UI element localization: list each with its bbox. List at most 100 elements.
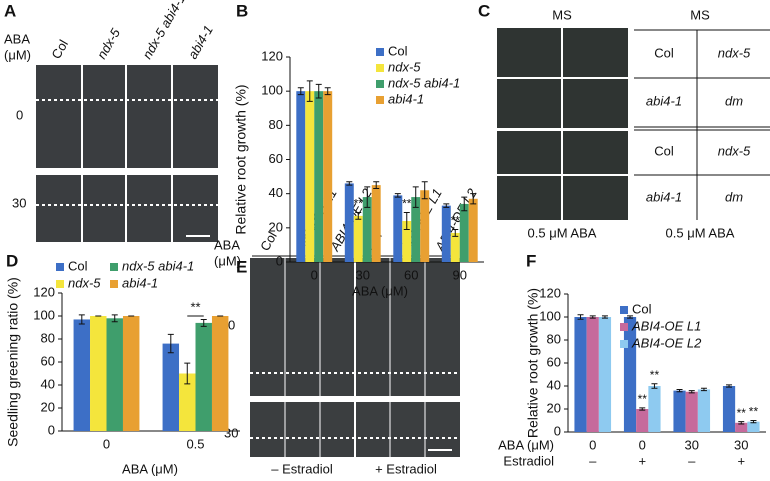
error-bar [111,314,118,323]
bar [179,373,196,431]
y-tick-label: 20 [269,219,283,234]
significance: ** [402,197,412,211]
y-tick-label: 40 [547,377,561,392]
error-bar [738,421,745,425]
bar [420,190,430,262]
table-cell: ndx-5 [718,143,751,158]
bar [586,317,599,432]
y-tick-label: 40 [41,376,55,391]
bar [296,91,306,263]
table-cell: Col [654,45,674,60]
error-bar [315,83,322,99]
y-tick-label: 100 [261,83,283,98]
bar [685,391,698,432]
error-bar [364,186,371,208]
legend-label: Col [632,301,652,316]
legend-label: ABI4-OE L2 [631,335,702,350]
y-tick-label: 20 [41,399,55,414]
legend-label: ndx-5 abi4-1 [122,258,194,273]
legend-swatch [620,323,628,331]
photo-a [36,65,218,242]
y-tick-label: 120 [33,284,55,299]
error-bar [461,196,468,212]
row-label: (μM) [214,253,241,268]
photo-footer: 0.5 μM ABA [528,225,597,240]
error-bar [167,333,174,354]
error-bar [443,203,450,208]
y-axis-label: Relative root growth (%) [525,288,541,438]
error-bar [324,87,331,96]
x-tick-label: 30 [685,437,699,452]
x-tick-label: – [688,453,696,468]
x-tick-label: 60 [404,267,418,282]
error-bar [200,318,207,327]
bar [393,195,403,262]
panel-label: E [236,257,247,276]
y-tick-label: 100 [539,308,561,323]
bar [747,421,760,432]
legend-label: abi4-1 [122,275,158,290]
row-label: ABA [4,31,30,46]
footer: – Estradiol [271,461,333,476]
significance: ** [451,214,461,228]
error-bar [688,390,695,394]
bar [722,386,736,432]
error-bar [676,388,683,393]
bar [162,343,180,431]
error-bar [601,315,608,319]
significance: ** [737,406,747,420]
row-label: 30 [12,195,26,210]
x-tick-label: + [737,453,745,468]
x-tick-label: 90 [453,267,467,282]
error-bar [403,211,410,231]
legend-label: ndx-5 abi4-1 [388,75,460,90]
table-cell: dm [725,189,743,204]
table-cell: abi4-1 [646,93,682,108]
y-tick-label: 120 [539,285,561,300]
y-tick-label: 100 [33,307,55,322]
y-tick-label: 20 [547,400,561,415]
legend-label: ABI4-OE L1 [631,318,701,333]
legend-label: ndx-5 [388,59,421,74]
y-tick-label: 60 [547,354,561,369]
bar [459,203,469,262]
error-bar [297,87,304,96]
significance: ** [638,392,648,406]
row-label: ABA [214,237,240,252]
significance: ** [190,299,200,314]
legend-swatch [376,48,384,56]
legend-label: Col [68,258,88,273]
legend-label: ndx-5 [68,275,101,290]
bar [211,316,229,431]
table-cell: ndx-5 [718,45,751,60]
legend-label: abi4-1 [388,91,424,106]
bar [362,197,372,262]
error-bar [470,193,477,205]
x-tick-label: 30 [734,437,748,452]
photo-c [497,28,770,220]
legend-swatch [376,64,384,72]
bar [371,185,381,262]
error-bar [373,181,380,190]
row-label: 0 [16,107,23,122]
x-axis-label: ABA (μM) [352,283,408,298]
legend-swatch [110,263,118,271]
y-tick-label: 60 [41,353,55,368]
x-tick-label: 0 [103,436,110,451]
error-bar [452,229,459,237]
bar [697,389,711,432]
column-header: abi4-1 [185,23,216,62]
table-cell: dm [725,93,743,108]
error-bar [355,211,362,220]
panel-label: B [236,1,248,20]
photo-header: MS [552,7,572,22]
error-bar [651,383,658,389]
x-tick-label: 30 [356,267,370,282]
y-tick-label: 0 [276,253,283,268]
legend-swatch [56,280,64,288]
error-bar [412,186,419,208]
bar [106,318,123,431]
bar [344,183,354,262]
table-cell: Col [654,143,674,158]
y-axis-label: Relative root growth (%) [233,84,249,234]
